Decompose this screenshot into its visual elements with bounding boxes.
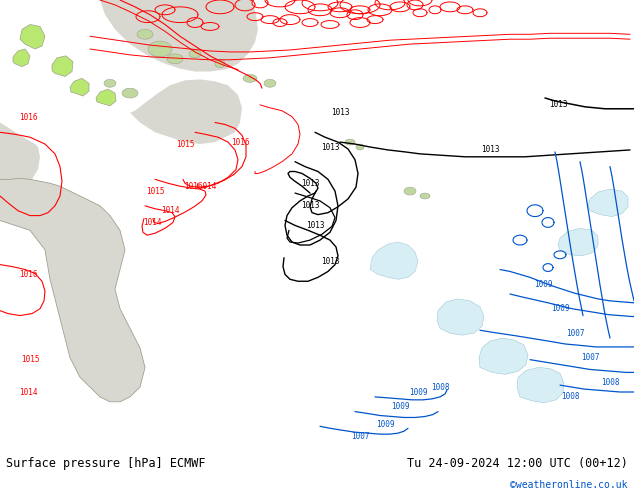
Polygon shape bbox=[96, 89, 116, 106]
Polygon shape bbox=[122, 88, 138, 98]
Polygon shape bbox=[370, 242, 418, 279]
Polygon shape bbox=[356, 144, 364, 150]
Polygon shape bbox=[345, 139, 355, 145]
Text: 1014: 1014 bbox=[143, 218, 161, 227]
Text: 1015: 1015 bbox=[146, 187, 164, 196]
Text: 1014: 1014 bbox=[161, 206, 179, 215]
Polygon shape bbox=[130, 79, 242, 144]
Polygon shape bbox=[264, 79, 276, 87]
Text: 1015: 1015 bbox=[21, 355, 39, 364]
Polygon shape bbox=[215, 60, 225, 68]
Polygon shape bbox=[100, 0, 258, 72]
Text: 1016: 1016 bbox=[19, 270, 37, 279]
Text: 1016: 1016 bbox=[231, 138, 249, 147]
Polygon shape bbox=[148, 41, 172, 57]
Text: 1013: 1013 bbox=[549, 100, 567, 109]
Polygon shape bbox=[0, 0, 40, 189]
Text: 1013: 1013 bbox=[481, 146, 499, 154]
Polygon shape bbox=[588, 189, 628, 217]
Text: 1008: 1008 bbox=[430, 383, 450, 392]
Polygon shape bbox=[437, 299, 484, 335]
Text: 1009: 1009 bbox=[534, 280, 552, 289]
Text: 1009: 1009 bbox=[391, 402, 410, 411]
Polygon shape bbox=[104, 79, 116, 87]
Polygon shape bbox=[404, 187, 416, 195]
Polygon shape bbox=[70, 78, 89, 96]
Text: 1015: 1015 bbox=[176, 140, 194, 148]
Text: 1013: 1013 bbox=[321, 143, 339, 151]
Polygon shape bbox=[52, 56, 73, 76]
Text: 1013: 1013 bbox=[301, 201, 320, 210]
Polygon shape bbox=[243, 74, 257, 82]
Text: 1013: 1013 bbox=[331, 108, 349, 117]
Polygon shape bbox=[0, 0, 145, 402]
Text: Surface pressure [hPa] ECMWF: Surface pressure [hPa] ECMWF bbox=[6, 457, 206, 470]
Polygon shape bbox=[517, 368, 564, 403]
Text: 1009: 1009 bbox=[409, 388, 427, 396]
Text: 1013: 1013 bbox=[301, 179, 320, 188]
Text: 1007: 1007 bbox=[351, 432, 369, 441]
Polygon shape bbox=[558, 228, 598, 256]
Text: 1016014: 1016014 bbox=[184, 182, 216, 191]
Text: 1013: 1013 bbox=[321, 257, 339, 266]
Polygon shape bbox=[420, 193, 430, 199]
Text: 1013: 1013 bbox=[306, 221, 324, 230]
Text: 1008: 1008 bbox=[601, 378, 619, 387]
Text: 1016: 1016 bbox=[19, 113, 37, 122]
Polygon shape bbox=[167, 54, 183, 64]
Polygon shape bbox=[479, 338, 528, 374]
Polygon shape bbox=[13, 49, 30, 67]
Text: Tu 24-09-2024 12:00 UTC (00+12): Tu 24-09-2024 12:00 UTC (00+12) bbox=[407, 457, 628, 470]
Polygon shape bbox=[189, 50, 201, 58]
Polygon shape bbox=[20, 24, 45, 49]
Polygon shape bbox=[137, 29, 153, 39]
Text: 1007: 1007 bbox=[566, 329, 585, 338]
Text: 1009: 1009 bbox=[376, 420, 394, 429]
Text: 1009: 1009 bbox=[551, 304, 569, 313]
Text: 1008: 1008 bbox=[560, 392, 579, 401]
Text: 1007: 1007 bbox=[581, 353, 599, 362]
Text: ©weatheronline.co.uk: ©weatheronline.co.uk bbox=[510, 480, 628, 490]
Text: 1014: 1014 bbox=[19, 388, 37, 396]
